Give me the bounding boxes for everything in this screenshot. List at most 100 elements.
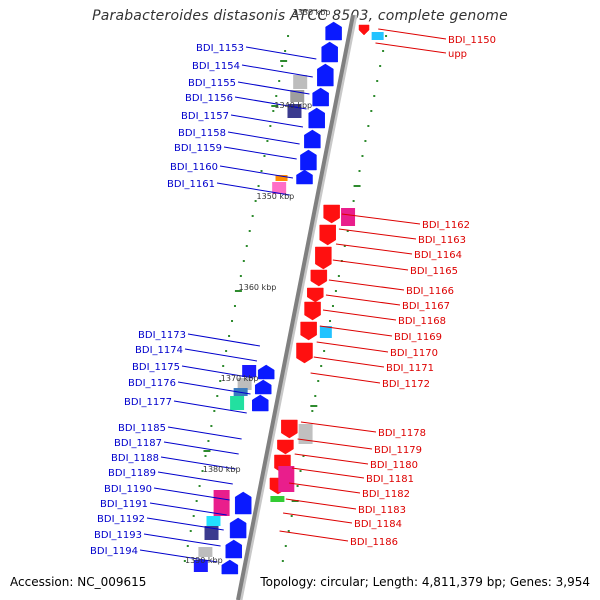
leader-line bbox=[234, 96, 307, 110]
tick-dot bbox=[284, 545, 287, 547]
leader-line bbox=[167, 426, 242, 440]
gene-label-reverse: BDI_1183 bbox=[358, 505, 406, 516]
leader-line bbox=[230, 114, 304, 128]
leader-line bbox=[160, 456, 236, 470]
tick-dot bbox=[207, 440, 210, 442]
tick-dot bbox=[373, 95, 376, 97]
tick-major bbox=[271, 105, 279, 107]
tick-dot bbox=[346, 230, 349, 232]
scale-label: 1360 kbp bbox=[239, 283, 277, 292]
gene-label-forward: BDI_1154 bbox=[192, 61, 240, 72]
tick-dot bbox=[323, 350, 326, 352]
forward-gene-block bbox=[317, 63, 334, 87]
gene-block-grey bbox=[237, 378, 252, 390]
gene-label-reverse: BDI_1170 bbox=[390, 348, 438, 359]
gene-label-forward: BDI_1191 bbox=[100, 499, 148, 510]
leader-line bbox=[157, 471, 233, 485]
reverse-gene-block bbox=[296, 342, 313, 364]
gene-label-forward: BDI_1159 bbox=[174, 143, 222, 154]
leader-line bbox=[300, 421, 377, 433]
reverse-gene-block bbox=[281, 419, 298, 439]
scale-label: 1340 kbp bbox=[274, 101, 312, 110]
tick-dot bbox=[361, 155, 364, 157]
tick-dot bbox=[198, 485, 201, 487]
tick-dot bbox=[311, 410, 314, 412]
leader-line bbox=[313, 356, 385, 368]
tick-dot bbox=[272, 110, 275, 112]
gene-label-forward: BDI_1192 bbox=[97, 514, 145, 525]
tick-major bbox=[291, 500, 299, 502]
leader-line bbox=[245, 46, 317, 60]
gene-label-reverse: BDI_1165 bbox=[410, 266, 458, 277]
gene-block-orange bbox=[275, 175, 288, 181]
forward-gene-block bbox=[234, 491, 252, 515]
tick-dot bbox=[213, 410, 216, 412]
leader-line bbox=[237, 81, 310, 95]
gene-labels: BDI_1153 BDI_1154 BDI_1155 BDI_1156 BDI_1157… bbox=[90, 35, 496, 557]
gene-label-forward: BDI_1187 bbox=[114, 438, 162, 449]
tick-dot bbox=[331, 305, 334, 307]
tick-dot bbox=[299, 470, 302, 472]
forward-gene-block bbox=[300, 149, 317, 171]
gene-label-forward: BDI_1175 bbox=[132, 362, 180, 373]
tick-dot bbox=[296, 485, 299, 487]
reverse-gene-block bbox=[310, 269, 328, 287]
forward-gene-block bbox=[296, 169, 313, 185]
leader-line bbox=[297, 438, 373, 450]
gene-block-teal bbox=[230, 396, 245, 410]
tick-marks bbox=[183, 35, 388, 562]
gene-label-forward: BDI_1177 bbox=[124, 397, 172, 408]
gene-block-blue bbox=[193, 560, 208, 572]
leader-line bbox=[319, 325, 393, 337]
leader-line bbox=[310, 372, 381, 384]
label-leader-lines bbox=[139, 28, 447, 563]
leader-line bbox=[285, 498, 357, 510]
gene-label-reverse: BDI_1163 bbox=[418, 235, 466, 246]
scale-label: 1390 kbp bbox=[185, 556, 223, 565]
tick-dot bbox=[329, 320, 332, 322]
leader-line bbox=[241, 64, 313, 78]
leader-line bbox=[288, 482, 361, 494]
reverse-gene-block bbox=[319, 224, 336, 246]
leader-line bbox=[325, 294, 401, 306]
tick-dot bbox=[370, 110, 373, 112]
gene-label-forward: BDI_1188 bbox=[111, 453, 159, 464]
scale-label: 1350 kbp bbox=[257, 192, 295, 201]
leader-line bbox=[149, 502, 227, 516]
gene-label-reverse: BDI_1162 bbox=[422, 220, 470, 231]
tick-dot bbox=[284, 50, 287, 52]
length-label: Length: 4,811,379 bp; bbox=[372, 575, 507, 589]
tick-dot bbox=[364, 140, 367, 142]
gene-label-reverse: BDI_1186 bbox=[350, 537, 398, 548]
tick-dot bbox=[337, 275, 340, 277]
tick-dot bbox=[231, 320, 234, 322]
backbone-shadow bbox=[239, 14, 358, 600]
gene-block-grey bbox=[198, 547, 213, 557]
leader-line bbox=[328, 279, 405, 291]
gene-label-forward: BDI_1155 bbox=[188, 78, 236, 89]
tick-dot bbox=[219, 380, 222, 382]
tick-dot bbox=[242, 260, 245, 262]
tick-dot bbox=[290, 515, 293, 517]
forward-gene-block bbox=[252, 394, 269, 412]
tick-dot bbox=[320, 365, 323, 367]
tick-dot bbox=[314, 395, 317, 397]
gene-label-forward: BDI_1174 bbox=[135, 345, 183, 356]
gene-label-reverse: BDI_1164 bbox=[414, 250, 462, 261]
gene-label-reverse: BDI_1150 bbox=[448, 35, 496, 46]
tick-dot bbox=[281, 560, 284, 562]
gene-label-forward: BDI_1160 bbox=[170, 162, 218, 173]
gene-label-forward: BDI_1157 bbox=[181, 111, 229, 122]
gene-block-magenta bbox=[341, 208, 356, 226]
leader-line bbox=[216, 182, 290, 196]
gene-block-green bbox=[270, 496, 285, 502]
genes-label: Genes: 3,954 bbox=[509, 575, 590, 589]
gene-block-grey bbox=[298, 424, 313, 444]
tick-dot bbox=[379, 65, 382, 67]
leader-line bbox=[316, 341, 389, 353]
gene-block-cyan bbox=[319, 326, 332, 338]
gene-block-blue bbox=[242, 365, 257, 377]
reverse-gene-block bbox=[358, 24, 370, 36]
gene-block-magenta bbox=[213, 490, 230, 516]
tick-dot bbox=[248, 230, 251, 232]
